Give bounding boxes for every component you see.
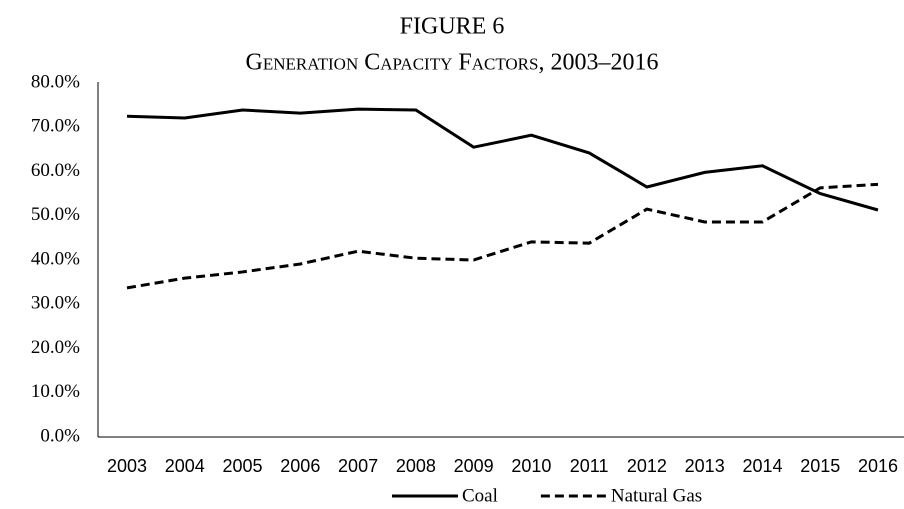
x-tick-label: 2013 (685, 456, 725, 476)
y-tick-label: 50.0% (31, 204, 80, 225)
y-tick-label: 10.0% (31, 381, 80, 402)
x-tick-label: 2005 (223, 456, 263, 476)
y-tick-label: 0.0% (40, 425, 80, 446)
legend-label: Natural Gas (611, 485, 702, 506)
legend-label: Coal (462, 485, 498, 506)
y-tick-label: 20.0% (31, 337, 80, 358)
data-line (126, 107, 879, 212)
x-tick-label: 2006 (280, 456, 320, 476)
x-tick-label: 2016 (858, 456, 898, 476)
y-tick-label: 60.0% (31, 160, 80, 181)
x-tick-label: 2011 (570, 456, 609, 476)
chart-title: FIGURE 6 (400, 14, 505, 40)
data-line (126, 182, 879, 290)
x-tick-label: 2008 (396, 456, 436, 476)
y-tick-label: 30.0% (31, 293, 80, 314)
x-tick-label: 2012 (627, 456, 667, 476)
x-tick-label: 2004 (165, 456, 205, 476)
y-tick-label: 80.0% (31, 71, 80, 92)
y-tick-label: 70.0% (31, 116, 80, 137)
x-tick-label: 2010 (511, 456, 551, 476)
y-tick-label: 40.0% (31, 248, 80, 269)
x-tick-label: 2015 (800, 456, 840, 476)
x-tick-label: 2014 (742, 456, 782, 476)
x-tick-label: 2009 (454, 456, 494, 476)
x-tick-label: 2007 (338, 456, 378, 476)
x-tick-label: 2003 (107, 456, 147, 476)
chart-subtitle: Generation Capacity Factors, 2003–2016 (246, 50, 659, 76)
